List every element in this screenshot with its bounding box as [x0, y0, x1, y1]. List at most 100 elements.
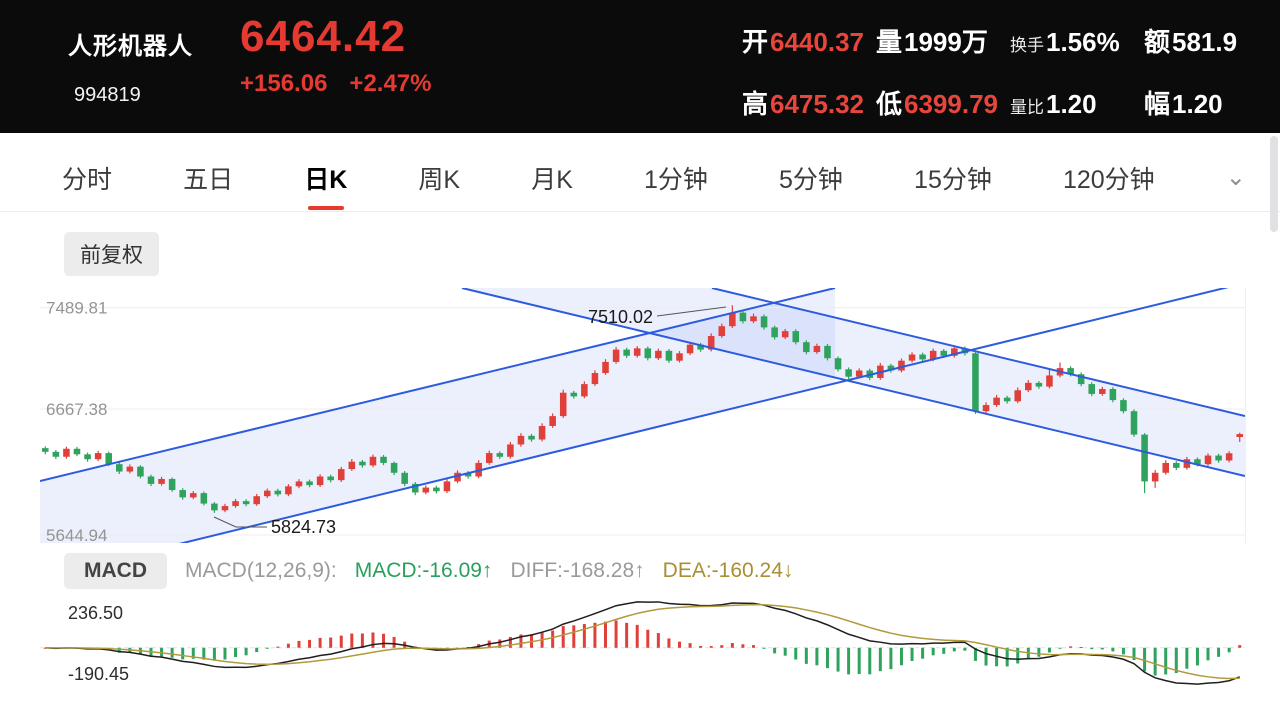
trendlines — [40, 288, 1245, 543]
period-tabbar: 分时 五日 日K 周K 月K 1分钟 5分钟 15分钟 120分钟 ⌄ — [0, 145, 1280, 212]
candle — [760, 314, 768, 330]
candle — [898, 358, 905, 373]
candlestick-chart[interactable]: 7489.81 6667.38 5644.94 7510.02 5824.73 — [40, 288, 1246, 543]
candle — [559, 389, 567, 418]
candle — [137, 465, 144, 479]
adjust-mode-badge[interactable]: 前复权 — [64, 232, 159, 276]
metric-value: 1999万 — [904, 27, 988, 57]
candle — [496, 451, 504, 459]
candle — [972, 351, 979, 414]
candle — [274, 488, 282, 497]
tab-周K[interactable]: 周K — [418, 166, 461, 194]
tab-5分钟[interactable]: 5分钟 — [779, 166, 843, 194]
candle — [803, 340, 810, 355]
candle — [781, 328, 789, 340]
candle — [1225, 451, 1233, 463]
candle — [189, 491, 197, 500]
candle — [813, 343, 821, 354]
metric-value: 581.9 — [1172, 27, 1238, 57]
candle — [211, 502, 218, 513]
tab-五日[interactable]: 五日 — [183, 166, 234, 194]
tab-1分钟[interactable]: 1分钟 — [644, 166, 708, 194]
macd-value: MACD:-16.09↑ — [354, 559, 493, 582]
candle — [908, 352, 916, 363]
price-change: +156.06 — [240, 70, 328, 97]
metric-量比: 量比 1.20 — [1010, 89, 1144, 120]
tab-日K[interactable]: 日K — [304, 160, 347, 196]
metric-开: 开 6440.37 — [742, 22, 876, 59]
candle — [538, 423, 546, 442]
candle — [919, 352, 926, 362]
metric-量: 量 1999万 — [876, 22, 1010, 59]
candle — [285, 484, 292, 497]
price-annotations: 7510.02 5824.73 — [213, 306, 727, 537]
metric-额: 额 581.9 — [1144, 22, 1237, 59]
candle — [1183, 457, 1191, 470]
metric-row: 高 6475.32 低 6399.79 量比 1.20 幅 1.20 — [742, 84, 1280, 121]
metric-label: 高 — [742, 89, 769, 119]
tab-120分钟[interactable]: 120分钟 — [1062, 166, 1155, 194]
candle — [602, 359, 609, 375]
metric-value: 1.20 — [1046, 89, 1097, 119]
price-change-pct: +2.47% — [349, 70, 432, 97]
macd-indicator-badge[interactable]: MACD — [64, 553, 167, 589]
candle — [686, 342, 694, 356]
candle — [401, 470, 408, 487]
candle — [126, 464, 134, 474]
candle — [1236, 432, 1243, 443]
candle — [433, 485, 440, 494]
y-axis-label: 7489.81 — [46, 299, 107, 318]
macd-axis-min: -190.45 — [68, 664, 130, 684]
macd-svg[interactable] — [40, 597, 1245, 689]
candle — [84, 452, 91, 462]
dea-line — [45, 603, 1240, 680]
candle — [327, 474, 334, 483]
candle — [179, 488, 186, 500]
candle — [147, 474, 155, 487]
candle — [1088, 382, 1096, 397]
metric-label: 量比 — [1010, 98, 1044, 117]
macd-chart[interactable]: 236.50 -190.45 — [40, 597, 1245, 689]
metric-高: 高 6475.32 — [742, 84, 876, 121]
candle — [982, 402, 990, 414]
candle — [750, 313, 757, 324]
candle — [1173, 461, 1180, 471]
tab-分时[interactable]: 分时 — [62, 166, 113, 194]
candle — [443, 479, 451, 494]
candle — [993, 394, 1000, 407]
price-annotation-label: 7510.02 — [588, 307, 653, 327]
tab-15分钟[interactable]: 15分钟 — [914, 166, 992, 194]
candle — [115, 462, 123, 475]
candlestick-svg[interactable]: 7489.81 6667.38 5644.94 7510.02 5824.73 — [40, 288, 1245, 543]
candle — [824, 344, 831, 361]
metric-label: 额 — [1144, 27, 1171, 57]
candle — [633, 346, 641, 358]
candle — [834, 356, 842, 372]
candle — [306, 479, 313, 488]
candle — [422, 485, 430, 495]
candle — [316, 474, 324, 487]
tab-月K[interactable]: 月K — [531, 166, 573, 194]
candle — [1025, 380, 1032, 393]
candle — [411, 482, 419, 496]
scrollbar-thumb[interactable] — [1270, 136, 1278, 232]
candle — [242, 499, 250, 507]
metric-label: 幅 — [1144, 89, 1171, 119]
candle — [1014, 387, 1022, 404]
metric-value: 1.20 — [1172, 89, 1223, 119]
candle — [718, 323, 726, 338]
macd-axis-max: 236.50 — [68, 603, 124, 623]
chevron-down-icon[interactable]: ⌄ — [1225, 164, 1246, 191]
candle — [549, 413, 556, 428]
diff-value: DIFF:-168.28↑ — [510, 559, 645, 582]
candle — [1099, 386, 1106, 396]
candle — [570, 390, 578, 399]
candle — [348, 458, 356, 471]
metric-value: 6440.37 — [770, 27, 864, 57]
price-annotation-label: 5824.73 — [271, 517, 336, 537]
metric-value: 6475.32 — [770, 89, 864, 119]
candle — [380, 454, 387, 466]
macd-legend: MACD MACD(12,26,9): MACD:-16.09↑ DIFF:-1… — [64, 553, 1280, 589]
candle — [1162, 460, 1170, 475]
